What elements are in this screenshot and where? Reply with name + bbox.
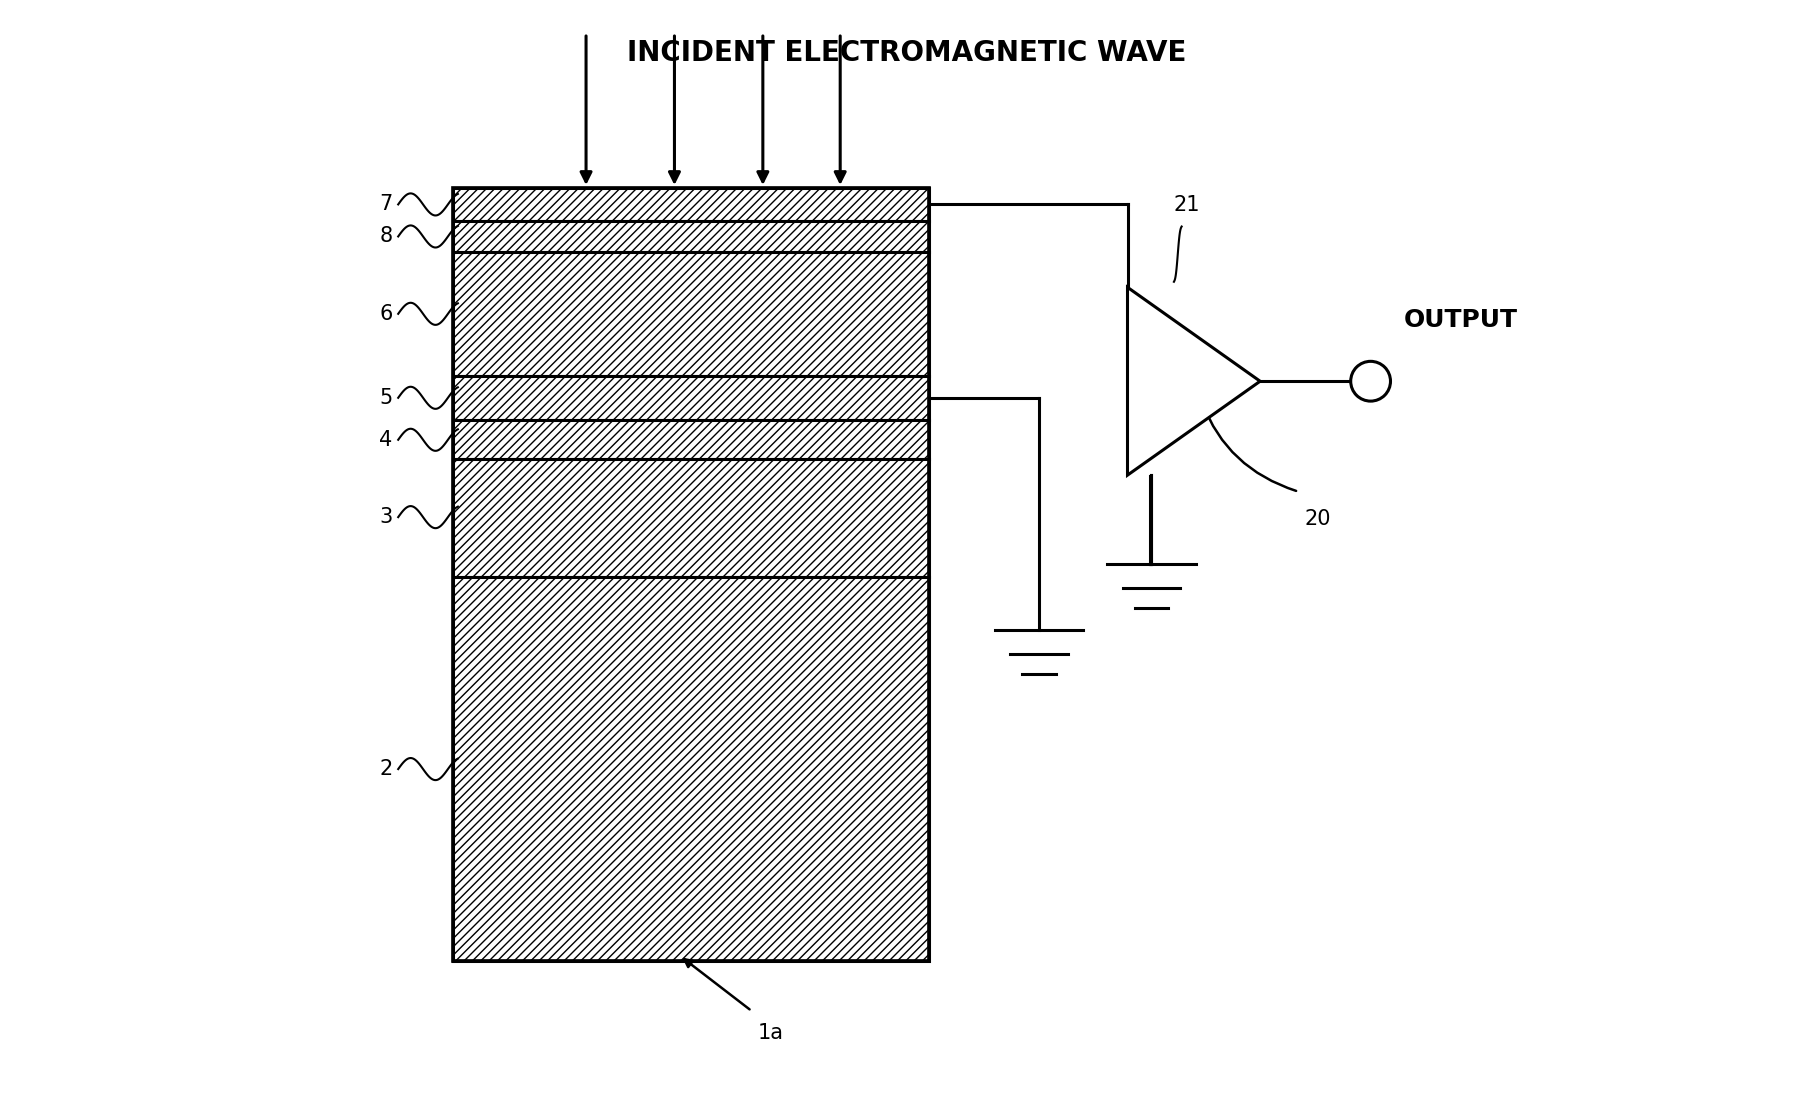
Text: INCIDENT ELECTROMAGNETIC WAVE: INCIDENT ELECTROMAGNETIC WAVE <box>627 39 1186 66</box>
Bar <box>453 577 928 961</box>
Text: 3: 3 <box>379 507 393 527</box>
Text: 6: 6 <box>379 304 393 324</box>
Text: 1a: 1a <box>758 1023 783 1043</box>
Text: 8: 8 <box>379 227 393 246</box>
Bar <box>453 420 928 459</box>
Text: 2: 2 <box>379 759 393 779</box>
Text: OUTPUT: OUTPUT <box>1403 308 1517 333</box>
Bar <box>453 221 928 252</box>
Circle shape <box>1351 361 1391 401</box>
Text: 4: 4 <box>379 430 393 450</box>
Bar <box>453 188 928 221</box>
Text: 7: 7 <box>379 194 393 214</box>
Text: 21: 21 <box>1175 196 1200 215</box>
Bar <box>453 459 928 577</box>
Bar <box>453 188 928 961</box>
Text: 20: 20 <box>1304 509 1331 529</box>
Polygon shape <box>1128 287 1260 475</box>
Bar <box>453 252 928 376</box>
Text: 5: 5 <box>379 388 393 408</box>
Bar <box>453 376 928 420</box>
